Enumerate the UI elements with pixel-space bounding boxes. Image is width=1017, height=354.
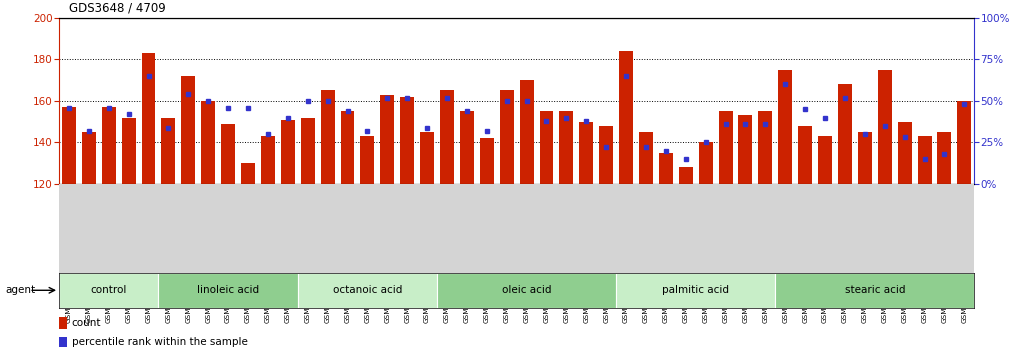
Bar <box>957 101 971 184</box>
Bar <box>380 95 395 184</box>
Bar <box>320 91 335 184</box>
Bar <box>639 132 653 184</box>
Text: octanoic acid: octanoic acid <box>333 285 402 295</box>
Text: stearic acid: stearic acid <box>844 285 905 295</box>
Bar <box>162 118 175 184</box>
Bar <box>759 111 772 184</box>
Bar <box>420 132 434 184</box>
Bar <box>201 101 216 184</box>
Bar <box>341 111 355 184</box>
Bar <box>59 317 67 329</box>
Bar <box>678 167 693 184</box>
Text: oleic acid: oleic acid <box>501 285 551 295</box>
Bar <box>775 273 974 308</box>
Bar <box>181 76 195 184</box>
Bar <box>580 122 593 184</box>
Bar <box>499 91 514 184</box>
Text: palmitic acid: palmitic acid <box>662 285 729 295</box>
Bar <box>360 136 374 184</box>
Bar <box>480 138 494 184</box>
Bar <box>938 132 952 184</box>
Text: control: control <box>91 285 127 295</box>
Bar <box>619 51 633 184</box>
Bar <box>298 273 437 308</box>
Bar <box>460 111 474 184</box>
Bar <box>59 337 67 347</box>
Bar <box>281 120 295 184</box>
Bar <box>437 273 616 308</box>
Bar <box>141 53 156 184</box>
Bar <box>898 122 911 184</box>
Bar <box>738 115 753 184</box>
Text: linoleic acid: linoleic acid <box>197 285 259 295</box>
Bar <box>540 111 553 184</box>
Bar <box>917 136 932 184</box>
Bar <box>159 273 298 308</box>
Bar <box>559 111 574 184</box>
Bar <box>699 143 713 184</box>
Bar <box>261 136 275 184</box>
Bar <box>102 107 116 184</box>
Bar <box>599 126 613 184</box>
Bar <box>878 70 892 184</box>
Bar <box>221 124 235 184</box>
Bar <box>719 111 732 184</box>
Text: count: count <box>72 318 102 328</box>
Bar <box>401 97 414 184</box>
Bar <box>122 118 135 184</box>
Bar <box>520 80 534 184</box>
Bar <box>858 132 872 184</box>
Bar <box>778 70 792 184</box>
Text: agent: agent <box>5 285 36 295</box>
Bar <box>798 126 813 184</box>
Text: percentile rank within the sample: percentile rank within the sample <box>72 337 248 347</box>
Bar <box>59 273 159 308</box>
Bar <box>818 136 832 184</box>
Bar <box>838 84 852 184</box>
Bar <box>659 153 673 184</box>
Bar <box>62 107 76 184</box>
Bar <box>241 163 255 184</box>
Bar <box>616 273 775 308</box>
Bar <box>440 91 454 184</box>
Text: GDS3648 / 4709: GDS3648 / 4709 <box>69 1 166 14</box>
Bar <box>82 132 96 184</box>
Bar <box>301 118 314 184</box>
